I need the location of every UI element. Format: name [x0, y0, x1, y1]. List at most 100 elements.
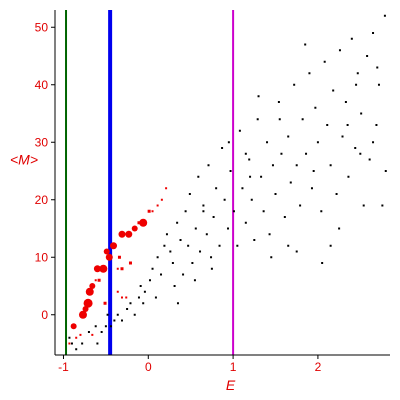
black-point-113 — [372, 141, 375, 144]
black-point-75 — [301, 118, 304, 121]
red-marker-23 — [137, 221, 141, 225]
black-point-110 — [244, 152, 247, 155]
black-point-104 — [321, 262, 324, 264]
black-point-81 — [320, 210, 323, 213]
black-point-40 — [199, 250, 202, 253]
black-point-22 — [151, 267, 154, 270]
red-marker-12 — [99, 264, 108, 273]
black-point-57 — [248, 158, 251, 161]
black-point-84 — [329, 164, 332, 167]
black-point-2 — [75, 348, 78, 351]
black-point-73 — [295, 164, 298, 167]
black-point-9 — [106, 313, 109, 316]
red-marker-0 — [68, 342, 71, 345]
black-point-83 — [326, 124, 329, 126]
black-point-45 — [212, 216, 215, 218]
black-point-series — [68, 14, 387, 351]
black-point-122 — [278, 118, 281, 121]
black-point-60 — [256, 118, 259, 121]
black-point-11 — [113, 319, 116, 322]
black-point-28 — [169, 250, 172, 253]
black-point-53 — [236, 244, 239, 247]
black-point-5 — [94, 325, 97, 328]
y-axis-title: <M> — [10, 152, 38, 168]
red-marker-15 — [105, 253, 113, 261]
black-point-97 — [368, 158, 371, 161]
black-point-76 — [305, 152, 308, 155]
black-point-29 — [171, 262, 174, 264]
red-marker-8 — [89, 283, 96, 289]
red-marker-16 — [110, 242, 118, 250]
black-point-82 — [323, 60, 326, 63]
x-tick-label: 2 — [315, 360, 322, 374]
black-point-101 — [381, 204, 384, 207]
black-point-105 — [295, 250, 298, 253]
black-point-6 — [96, 342, 99, 345]
black-point-4 — [87, 331, 90, 333]
black-point-31 — [176, 221, 179, 224]
black-point-114 — [257, 95, 260, 98]
black-point-43 — [207, 164, 210, 167]
black-point-46 — [215, 187, 218, 190]
black-point-36 — [188, 193, 191, 195]
black-point-59 — [253, 239, 256, 241]
black-point-10 — [109, 325, 112, 328]
black-point-65 — [271, 164, 274, 167]
red-marker-18 — [117, 255, 121, 259]
black-point-69 — [283, 216, 286, 218]
black-point-99 — [375, 124, 378, 126]
black-point-87 — [338, 49, 341, 52]
black-point-64 — [268, 233, 271, 236]
black-point-98 — [372, 32, 375, 34]
black-point-26 — [163, 244, 166, 247]
black-point-20 — [143, 290, 146, 293]
y-tick-label: 20 — [35, 193, 49, 207]
black-point-54 — [238, 129, 241, 132]
black-point-90 — [347, 175, 350, 178]
black-point-108 — [193, 279, 196, 282]
black-point-58 — [250, 198, 253, 201]
black-point-37 — [191, 262, 194, 264]
red-marker-27 — [156, 204, 159, 207]
black-point-47 — [218, 244, 221, 247]
black-point-77 — [308, 72, 311, 75]
black-point-0 — [68, 336, 71, 339]
red-marker-1 — [70, 323, 77, 330]
black-point-12 — [116, 313, 119, 316]
red-marker-33 — [116, 267, 119, 270]
red-marker-29 — [165, 187, 168, 190]
black-point-32 — [179, 239, 182, 241]
black-point-70 — [287, 135, 290, 138]
black-point-15 — [129, 302, 132, 305]
black-point-118 — [359, 152, 362, 155]
black-point-95 — [362, 204, 365, 207]
black-point-56 — [244, 221, 247, 224]
black-point-119 — [329, 244, 332, 247]
x-tick-label: 1 — [230, 360, 237, 374]
y-tick-label: 50 — [35, 20, 49, 34]
black-point-61 — [260, 175, 263, 178]
black-point-86 — [335, 193, 338, 195]
red-marker-31 — [125, 296, 128, 299]
black-point-107 — [210, 267, 213, 270]
red-marker-30 — [120, 267, 124, 271]
red-marker-10 — [93, 265, 101, 273]
black-point-96 — [366, 55, 369, 57]
black-point-13 — [121, 319, 123, 322]
black-point-111 — [287, 244, 290, 247]
red-marker-13 — [103, 301, 107, 305]
black-point-39 — [197, 175, 200, 178]
y-tick-label: 30 — [35, 135, 49, 149]
black-point-34 — [184, 210, 187, 213]
red-marker-series — [68, 187, 168, 345]
red-marker-22 — [131, 225, 138, 232]
red-marker-26 — [151, 210, 154, 213]
red-marker-25 — [147, 209, 151, 213]
red-marker-7 — [85, 287, 94, 296]
black-point-18 — [139, 285, 142, 287]
black-point-41 — [202, 204, 205, 207]
black-point-50 — [227, 227, 230, 230]
black-point-23 — [154, 296, 157, 299]
